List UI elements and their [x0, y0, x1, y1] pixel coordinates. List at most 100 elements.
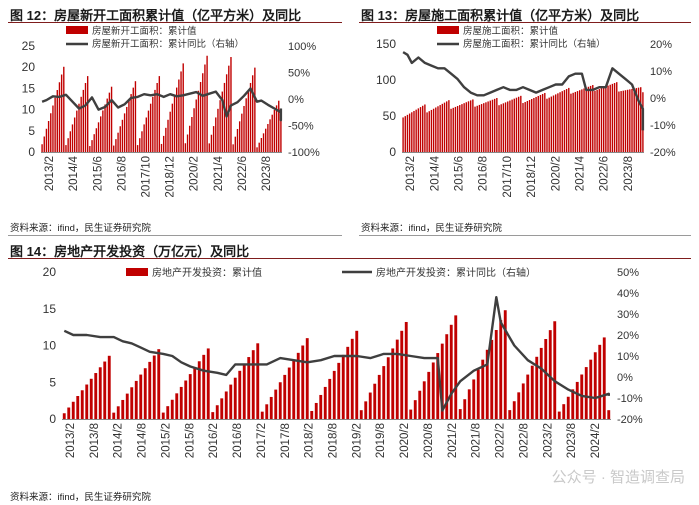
- new_starts-bar: [158, 76, 161, 152]
- new_starts-bar: [41, 144, 43, 152]
- under_construction-bar: [550, 96, 553, 152]
- new_starts-bar: [219, 100, 221, 152]
- under_construction-bar: [637, 87, 640, 152]
- investment-right-tick-label: 40%: [617, 288, 639, 300]
- under_construction-bar: [411, 112, 413, 152]
- new_starts-yoy-line: [41, 87, 283, 122]
- under_construction-bar: [565, 89, 568, 152]
- investment-bar: [562, 404, 566, 419]
- new_starts-bar: [95, 128, 98, 152]
- new_starts-bar: [273, 110, 276, 152]
- investment-bar: [589, 359, 593, 419]
- investment-bar: [418, 390, 422, 419]
- investment-x-tick-label: 2017/8: [280, 423, 292, 458]
- new_starts-bar: [60, 74, 63, 152]
- under_construction-x-tick-label: 2016/8: [478, 156, 490, 191]
- under_construction-bar: [476, 105, 478, 152]
- under_construction-bar: [629, 89, 631, 152]
- under_construction-bar: [620, 91, 622, 152]
- investment-x-tick-label: 2013/2: [65, 423, 77, 458]
- new_starts-bar: [212, 126, 215, 152]
- under_construction-bar: [598, 89, 601, 152]
- under_construction-legend-bar-swatch: [437, 26, 459, 34]
- new_starts-bar: [121, 119, 124, 152]
- new_starts-bar: [73, 117, 76, 152]
- investment-bar: [310, 410, 314, 419]
- new_starts-bar: [210, 134, 213, 152]
- title-rule-13: [359, 22, 691, 23]
- investment-bar: [67, 407, 71, 419]
- investment-bar: [89, 378, 93, 419]
- investment-bar: [485, 349, 489, 419]
- investment-bar: [553, 321, 557, 419]
- new_starts-bar: [141, 131, 143, 152]
- title-rule-12: [8, 22, 342, 23]
- investment-bar: [296, 352, 300, 419]
- investment-bar: [224, 391, 228, 419]
- under_construction-bar: [622, 90, 624, 152]
- investment-x-tick-label: 2019/2: [351, 423, 363, 458]
- investment-bar: [494, 330, 498, 419]
- investment-bar: [467, 389, 471, 419]
- investment-bar: [98, 367, 102, 419]
- investment-bar: [575, 381, 579, 419]
- investment-left-tick-label: 0: [49, 412, 56, 426]
- under_construction-bar: [589, 85, 592, 152]
- under_construction-bar: [555, 94, 557, 152]
- under_construction-bar: [406, 114, 409, 152]
- under_construction-bar: [467, 101, 470, 152]
- new_starts-bar: [50, 113, 52, 152]
- under_construction-left-tick-label: 0: [389, 145, 396, 159]
- under_construction-bar: [422, 105, 424, 152]
- investment-bar: [314, 402, 318, 419]
- source-rule-12: [8, 235, 342, 236]
- investment-bar: [179, 386, 183, 419]
- investment-x-tick-label: 2021/2: [447, 423, 459, 458]
- new_starts-bar: [162, 135, 165, 152]
- new_starts-bar: [243, 105, 245, 152]
- investment-bar: [445, 334, 449, 419]
- under_construction-bar: [572, 92, 574, 152]
- new_starts-bar: [106, 98, 108, 152]
- investment-bar: [517, 392, 521, 419]
- investment-x-tick-label: 2023/2: [542, 423, 554, 458]
- investment-legend-line-label: 房地产开发投资：累计同比（右轴）: [376, 266, 536, 279]
- under_construction-bar: [483, 103, 485, 152]
- new_starts-bar: [136, 145, 139, 152]
- under_construction-x-tick-label: 2018/12: [526, 156, 538, 198]
- investment-bar: [400, 330, 404, 419]
- new_starts-bar: [108, 92, 111, 152]
- new_starts-x-tick-label: 2013/2: [44, 156, 56, 191]
- new_starts-bar: [143, 124, 145, 152]
- investment-x-tick-label: 2016/8: [232, 423, 244, 458]
- under_construction-x-tick-label: 2014/4: [429, 155, 441, 191]
- under_construction-x-tick-label: 2023/8: [623, 156, 635, 191]
- under_construction-bar: [446, 101, 448, 152]
- investment-bar: [355, 330, 359, 419]
- new_starts-bar: [134, 81, 137, 152]
- under_construction-bar: [533, 98, 535, 152]
- investment-bar: [359, 410, 363, 419]
- new_starts-bar: [191, 117, 193, 152]
- under_construction-bar: [504, 102, 507, 152]
- investment-left-tick-label: 20: [43, 265, 57, 279]
- under_construction-bar: [535, 96, 537, 152]
- new_starts-bar: [130, 94, 132, 152]
- under_construction-bar: [633, 88, 635, 152]
- investment-bar: [170, 399, 174, 419]
- new_starts-bar: [178, 79, 180, 152]
- under_construction-bar: [517, 96, 520, 152]
- under_construction-bar: [463, 103, 465, 152]
- investment-bar: [238, 370, 242, 419]
- new_starts-bar: [154, 89, 156, 152]
- new_starts-bar: [165, 127, 167, 152]
- investment-bar: [256, 343, 260, 419]
- investment-bar: [157, 349, 161, 419]
- new_starts-right-tick-label: -50%: [288, 121, 314, 133]
- under_construction-bar: [469, 100, 472, 152]
- new_starts-bar: [247, 90, 250, 152]
- investment-bar: [292, 360, 296, 419]
- investment-bar: [85, 384, 89, 419]
- new_starts-bar: [84, 83, 87, 152]
- investment-bar: [143, 368, 147, 419]
